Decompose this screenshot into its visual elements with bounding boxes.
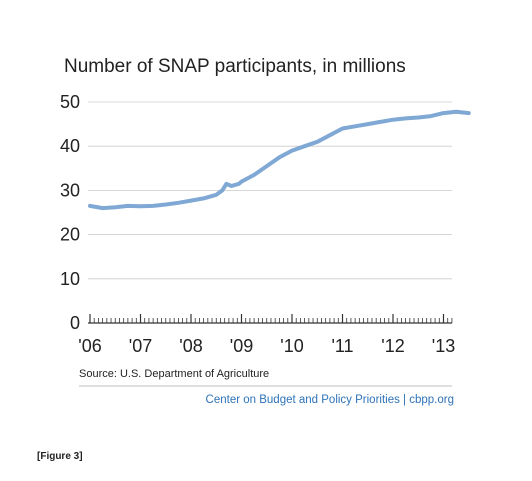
y-axis-ticks: 0 10 20 30 40 50 bbox=[60, 92, 80, 333]
x-tick-label: '09 bbox=[230, 336, 253, 356]
credit-line: Center on Budget and Policy Priorities |… bbox=[206, 394, 454, 406]
grid-lines bbox=[88, 101, 452, 280]
x-tick-label: '10 bbox=[280, 336, 303, 356]
figure-label: [Figure 3] bbox=[37, 451, 83, 462]
y-tick-label: 30 bbox=[60, 180, 80, 200]
y-tick-label: 10 bbox=[60, 269, 80, 289]
series-line bbox=[88, 109, 471, 211]
x-tick-label: '08 bbox=[179, 336, 202, 356]
x-tick-label: '06 bbox=[78, 336, 101, 356]
x-tick-label: '12 bbox=[381, 336, 404, 356]
x-tick-label: '13 bbox=[432, 336, 455, 356]
x-axis bbox=[88, 314, 453, 324]
chart-title: Number of SNAP participants, in millions bbox=[64, 56, 406, 77]
source-note: Source: U.S. Department of Agriculture bbox=[79, 368, 269, 380]
y-tick-label: 20 bbox=[60, 225, 80, 245]
y-tick-label: 50 bbox=[60, 92, 80, 112]
y-tick-label: 0 bbox=[70, 313, 80, 333]
x-tick-label: '07 bbox=[129, 336, 152, 356]
y-tick-label: 40 bbox=[60, 136, 80, 156]
x-tick-label: '11 bbox=[331, 336, 353, 356]
series-layer bbox=[88, 109, 471, 211]
x-axis-ticks: '06 '07 '08 '09 '10 '11 '12 '13 bbox=[78, 336, 455, 356]
